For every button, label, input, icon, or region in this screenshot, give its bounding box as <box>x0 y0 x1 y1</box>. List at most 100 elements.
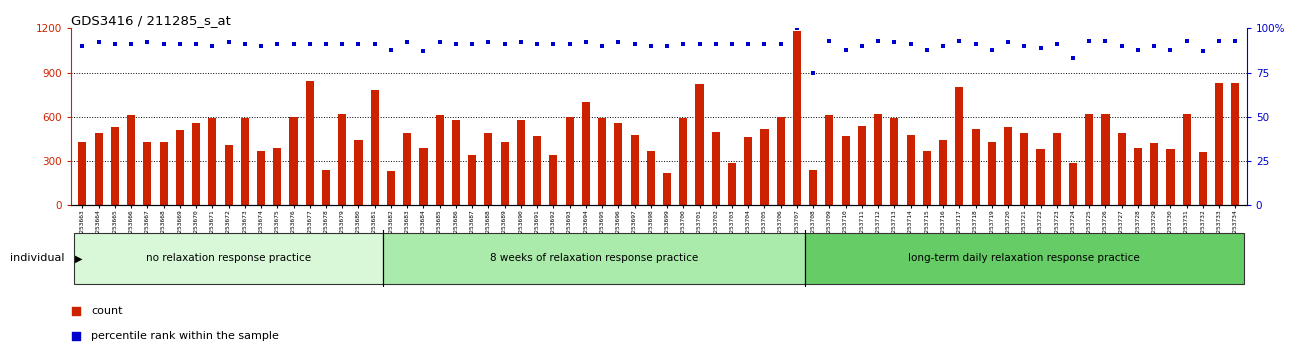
Bar <box>127 115 136 205</box>
Point <box>705 41 726 47</box>
Bar <box>761 129 769 205</box>
Point <box>510 40 531 45</box>
Bar <box>306 81 314 205</box>
Bar <box>826 115 833 205</box>
Point <box>234 41 255 47</box>
Point <box>1047 41 1067 47</box>
Bar <box>322 170 329 205</box>
Point <box>267 41 288 47</box>
Bar <box>257 151 265 205</box>
Bar <box>75 233 382 284</box>
Point <box>543 41 563 47</box>
Point <box>137 40 158 45</box>
Bar <box>776 117 784 205</box>
Bar <box>972 129 979 205</box>
Bar <box>922 151 932 205</box>
Point <box>446 41 466 47</box>
Point <box>689 41 709 47</box>
Text: no relaxation response practice: no relaxation response practice <box>146 253 311 263</box>
Point <box>997 40 1018 45</box>
Bar <box>1004 127 1012 205</box>
Point <box>218 40 239 45</box>
Point <box>328 0 349 1</box>
Point <box>901 41 921 47</box>
Point <box>609 40 629 45</box>
Point <box>527 41 548 47</box>
Point <box>1209 38 1230 44</box>
Bar <box>403 133 411 205</box>
Point <box>770 41 791 47</box>
Point <box>916 47 937 52</box>
Bar <box>841 136 850 205</box>
Point <box>836 47 857 52</box>
Bar <box>598 118 606 205</box>
Bar <box>907 135 915 205</box>
Bar <box>939 141 947 205</box>
Bar <box>614 123 623 205</box>
Bar <box>225 145 233 205</box>
Point <box>186 41 207 47</box>
Point <box>300 41 320 47</box>
Bar <box>208 118 216 205</box>
Point <box>121 41 142 47</box>
Bar <box>468 155 477 205</box>
Bar <box>160 142 168 205</box>
Point <box>1096 38 1116 44</box>
Point <box>641 43 662 49</box>
Point <box>105 41 125 47</box>
Bar <box>240 118 249 205</box>
Bar <box>452 120 460 205</box>
Bar <box>890 118 898 205</box>
Point <box>575 40 596 45</box>
Text: long-term daily relaxation response practice: long-term daily relaxation response prac… <box>908 253 1140 263</box>
Bar <box>988 142 996 205</box>
Point <box>1143 43 1164 49</box>
Point <box>332 41 353 47</box>
Point <box>1014 43 1035 49</box>
Bar <box>420 148 428 205</box>
Point <box>1030 45 1050 51</box>
Bar <box>1134 148 1142 205</box>
Bar <box>354 141 363 205</box>
Point <box>755 41 775 47</box>
Bar <box>1167 149 1174 205</box>
Point <box>169 41 190 47</box>
Bar <box>111 127 119 205</box>
Bar <box>1036 149 1045 205</box>
Point <box>381 47 402 52</box>
Bar <box>858 126 866 205</box>
Text: individual: individual <box>10 253 65 263</box>
Point <box>1128 47 1149 52</box>
Point <box>154 41 174 47</box>
Bar <box>680 118 687 205</box>
Point <box>982 47 1003 52</box>
Point <box>478 40 499 45</box>
Point <box>884 40 904 45</box>
Point <box>461 41 482 47</box>
Text: 8 weeks of relaxation response practice: 8 weeks of relaxation response practice <box>490 253 698 263</box>
Point <box>397 40 417 45</box>
Point <box>251 43 271 49</box>
Bar <box>647 151 655 205</box>
Point <box>364 41 385 47</box>
Bar <box>273 148 282 205</box>
Bar <box>500 142 509 205</box>
Point <box>88 40 109 45</box>
Bar <box>566 117 574 205</box>
Bar <box>534 136 541 205</box>
Bar <box>1199 152 1207 205</box>
Bar <box>875 114 882 205</box>
Bar <box>143 142 151 205</box>
Bar <box>176 130 183 205</box>
Bar <box>517 120 525 205</box>
Bar <box>1021 133 1028 205</box>
Point <box>328 220 349 226</box>
Text: count: count <box>92 306 123 316</box>
Bar <box>1214 83 1224 205</box>
Point <box>1176 38 1196 44</box>
Bar <box>193 123 200 205</box>
Point <box>1063 56 1084 61</box>
Bar <box>695 84 704 205</box>
Bar <box>549 155 557 205</box>
Point <box>1111 43 1132 49</box>
